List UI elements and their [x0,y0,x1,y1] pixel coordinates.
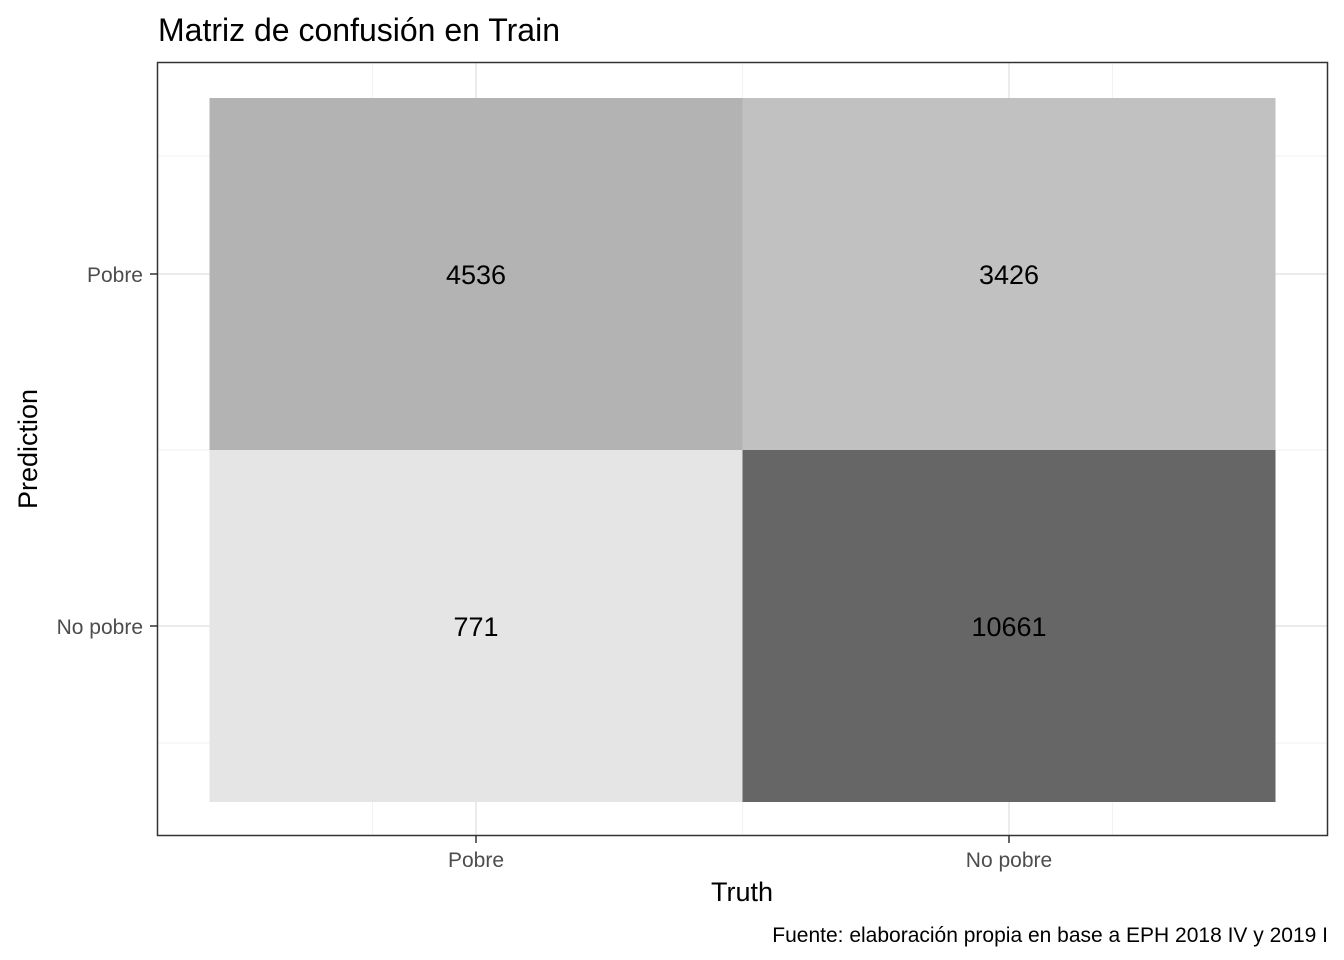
chart-caption: Fuente: elaboración propia en base a EPH… [772,924,1328,947]
cell-truth-pobre-prediction-no-pobre-label: 771 [453,612,498,642]
cell-truth-pobre-prediction-pobre [209,98,743,450]
cell-truth-no-pobre-prediction-pobre-label: 3426 [979,260,1039,290]
panel-border [156,61,1329,837]
x-tick-label-no-pobre: No pobre [966,849,1052,872]
chart-title: Matriz de confusión en Train [158,12,560,48]
plot-panel: 4536 3426 771 10661 [156,61,1329,837]
y-tick-label-pobre: Pobre [87,264,143,287]
axes: Pobre No pobre Pobre No pobre [57,264,1053,872]
cell-truth-no-pobre-prediction-no-pobre-label: 10661 [971,612,1046,642]
cell-truth-pobre-prediction-pobre-label: 4536 [446,260,506,290]
x-axis-title: Truth [711,877,773,907]
x-tick-label-pobre: Pobre [448,849,504,872]
cell-truth-no-pobre-prediction-pobre [742,98,1276,450]
y-axis-title: Prediction [13,389,43,509]
y-tick-label-no-pobre: No pobre [57,616,143,639]
cell-truth-no-pobre-prediction-no-pobre [742,450,1276,802]
heatmap-cells: 4536 3426 771 10661 [209,98,1276,802]
cell-truth-pobre-prediction-no-pobre [209,450,743,802]
